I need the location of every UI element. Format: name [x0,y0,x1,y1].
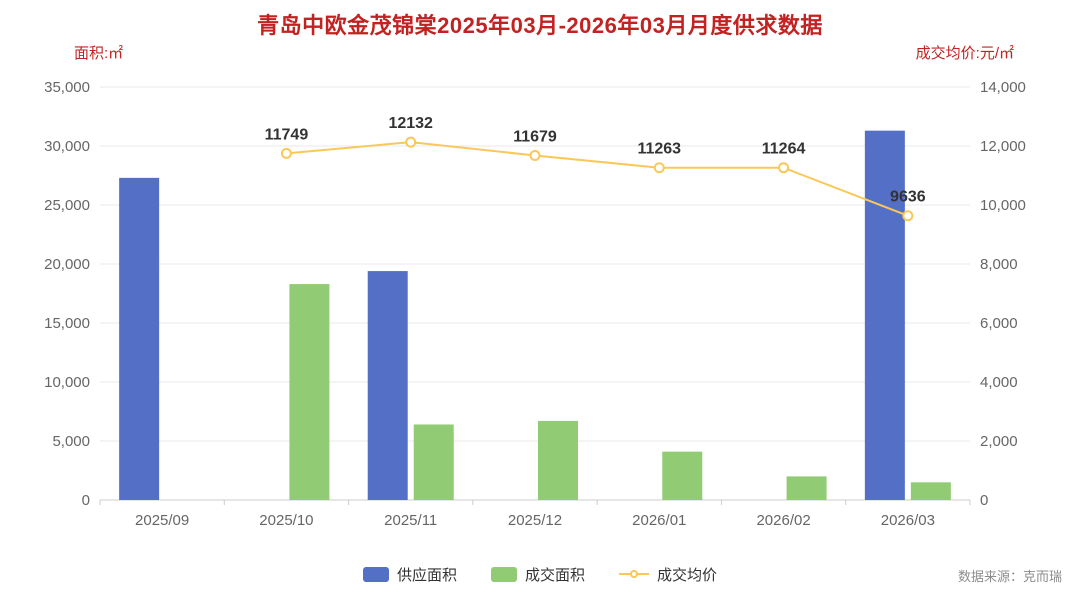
svg-text:4,000: 4,000 [980,374,1018,391]
chart-title: 青岛中欧金茂锦棠2025年03月-2026年03月月度供求数据 [257,13,823,38]
svg-text:12132: 12132 [388,115,433,132]
svg-text:8,000: 8,000 [980,256,1018,273]
svg-text:11679: 11679 [513,128,557,145]
legend-label: 供应面积 [396,566,457,584]
svg-text:5,000: 5,000 [52,433,90,450]
svg-text:2026/03: 2026/03 [881,512,935,529]
svg-text:11264: 11264 [762,141,806,158]
svg-text:35,000: 35,000 [44,79,90,96]
data-source: 数据来源：克而瑞 [957,569,1062,584]
avg-price-line-swatch-icon [619,567,649,582]
svg-text:12,000: 12,000 [980,138,1026,155]
right-axis-title: 成交均价:元/㎡ [915,45,1014,62]
svg-text:2025/09: 2025/09 [135,512,189,529]
left-axis-title: 面积:㎡ [74,45,124,62]
legend-item-avg-price[interactable]: 成交均价 [619,564,717,585]
svg-text:15,000: 15,000 [44,315,90,332]
deal-area-swatch-icon [490,566,517,582]
svg-text:11749: 11749 [265,126,309,143]
svg-text:9636: 9636 [890,189,926,206]
svg-text:0: 0 [980,492,988,509]
legend-item-supply-area[interactable]: 供应面积 [362,564,457,585]
svg-text:0: 0 [82,492,90,509]
legend: 供应面积 成交面积 成交均价 [0,560,1080,588]
svg-text:30,000: 30,000 [44,138,90,155]
svg-text:10,000: 10,000 [44,374,90,391]
svg-text:2026/02: 2026/02 [756,512,810,529]
svg-text:2025/12: 2025/12 [508,512,562,529]
svg-text:6,000: 6,000 [980,315,1018,332]
svg-text:20,000: 20,000 [44,256,90,273]
svg-text:11263: 11263 [637,141,681,158]
svg-text:2,000: 2,000 [980,433,1018,450]
legend-label: 成交面积 [524,566,585,584]
svg-text:2026/01: 2026/01 [632,512,686,529]
svg-text:14,000: 14,000 [980,79,1026,96]
legend-label: 成交均价 [657,566,718,584]
svg-text:2025/11: 2025/11 [384,512,437,529]
supply-area-swatch-icon [362,566,389,582]
legend-item-deal-area[interactable]: 成交面积 [490,564,585,585]
svg-text:10,000: 10,000 [980,197,1026,214]
svg-text:2025/10: 2025/10 [259,512,313,529]
svg-text:25,000: 25,000 [44,197,90,214]
